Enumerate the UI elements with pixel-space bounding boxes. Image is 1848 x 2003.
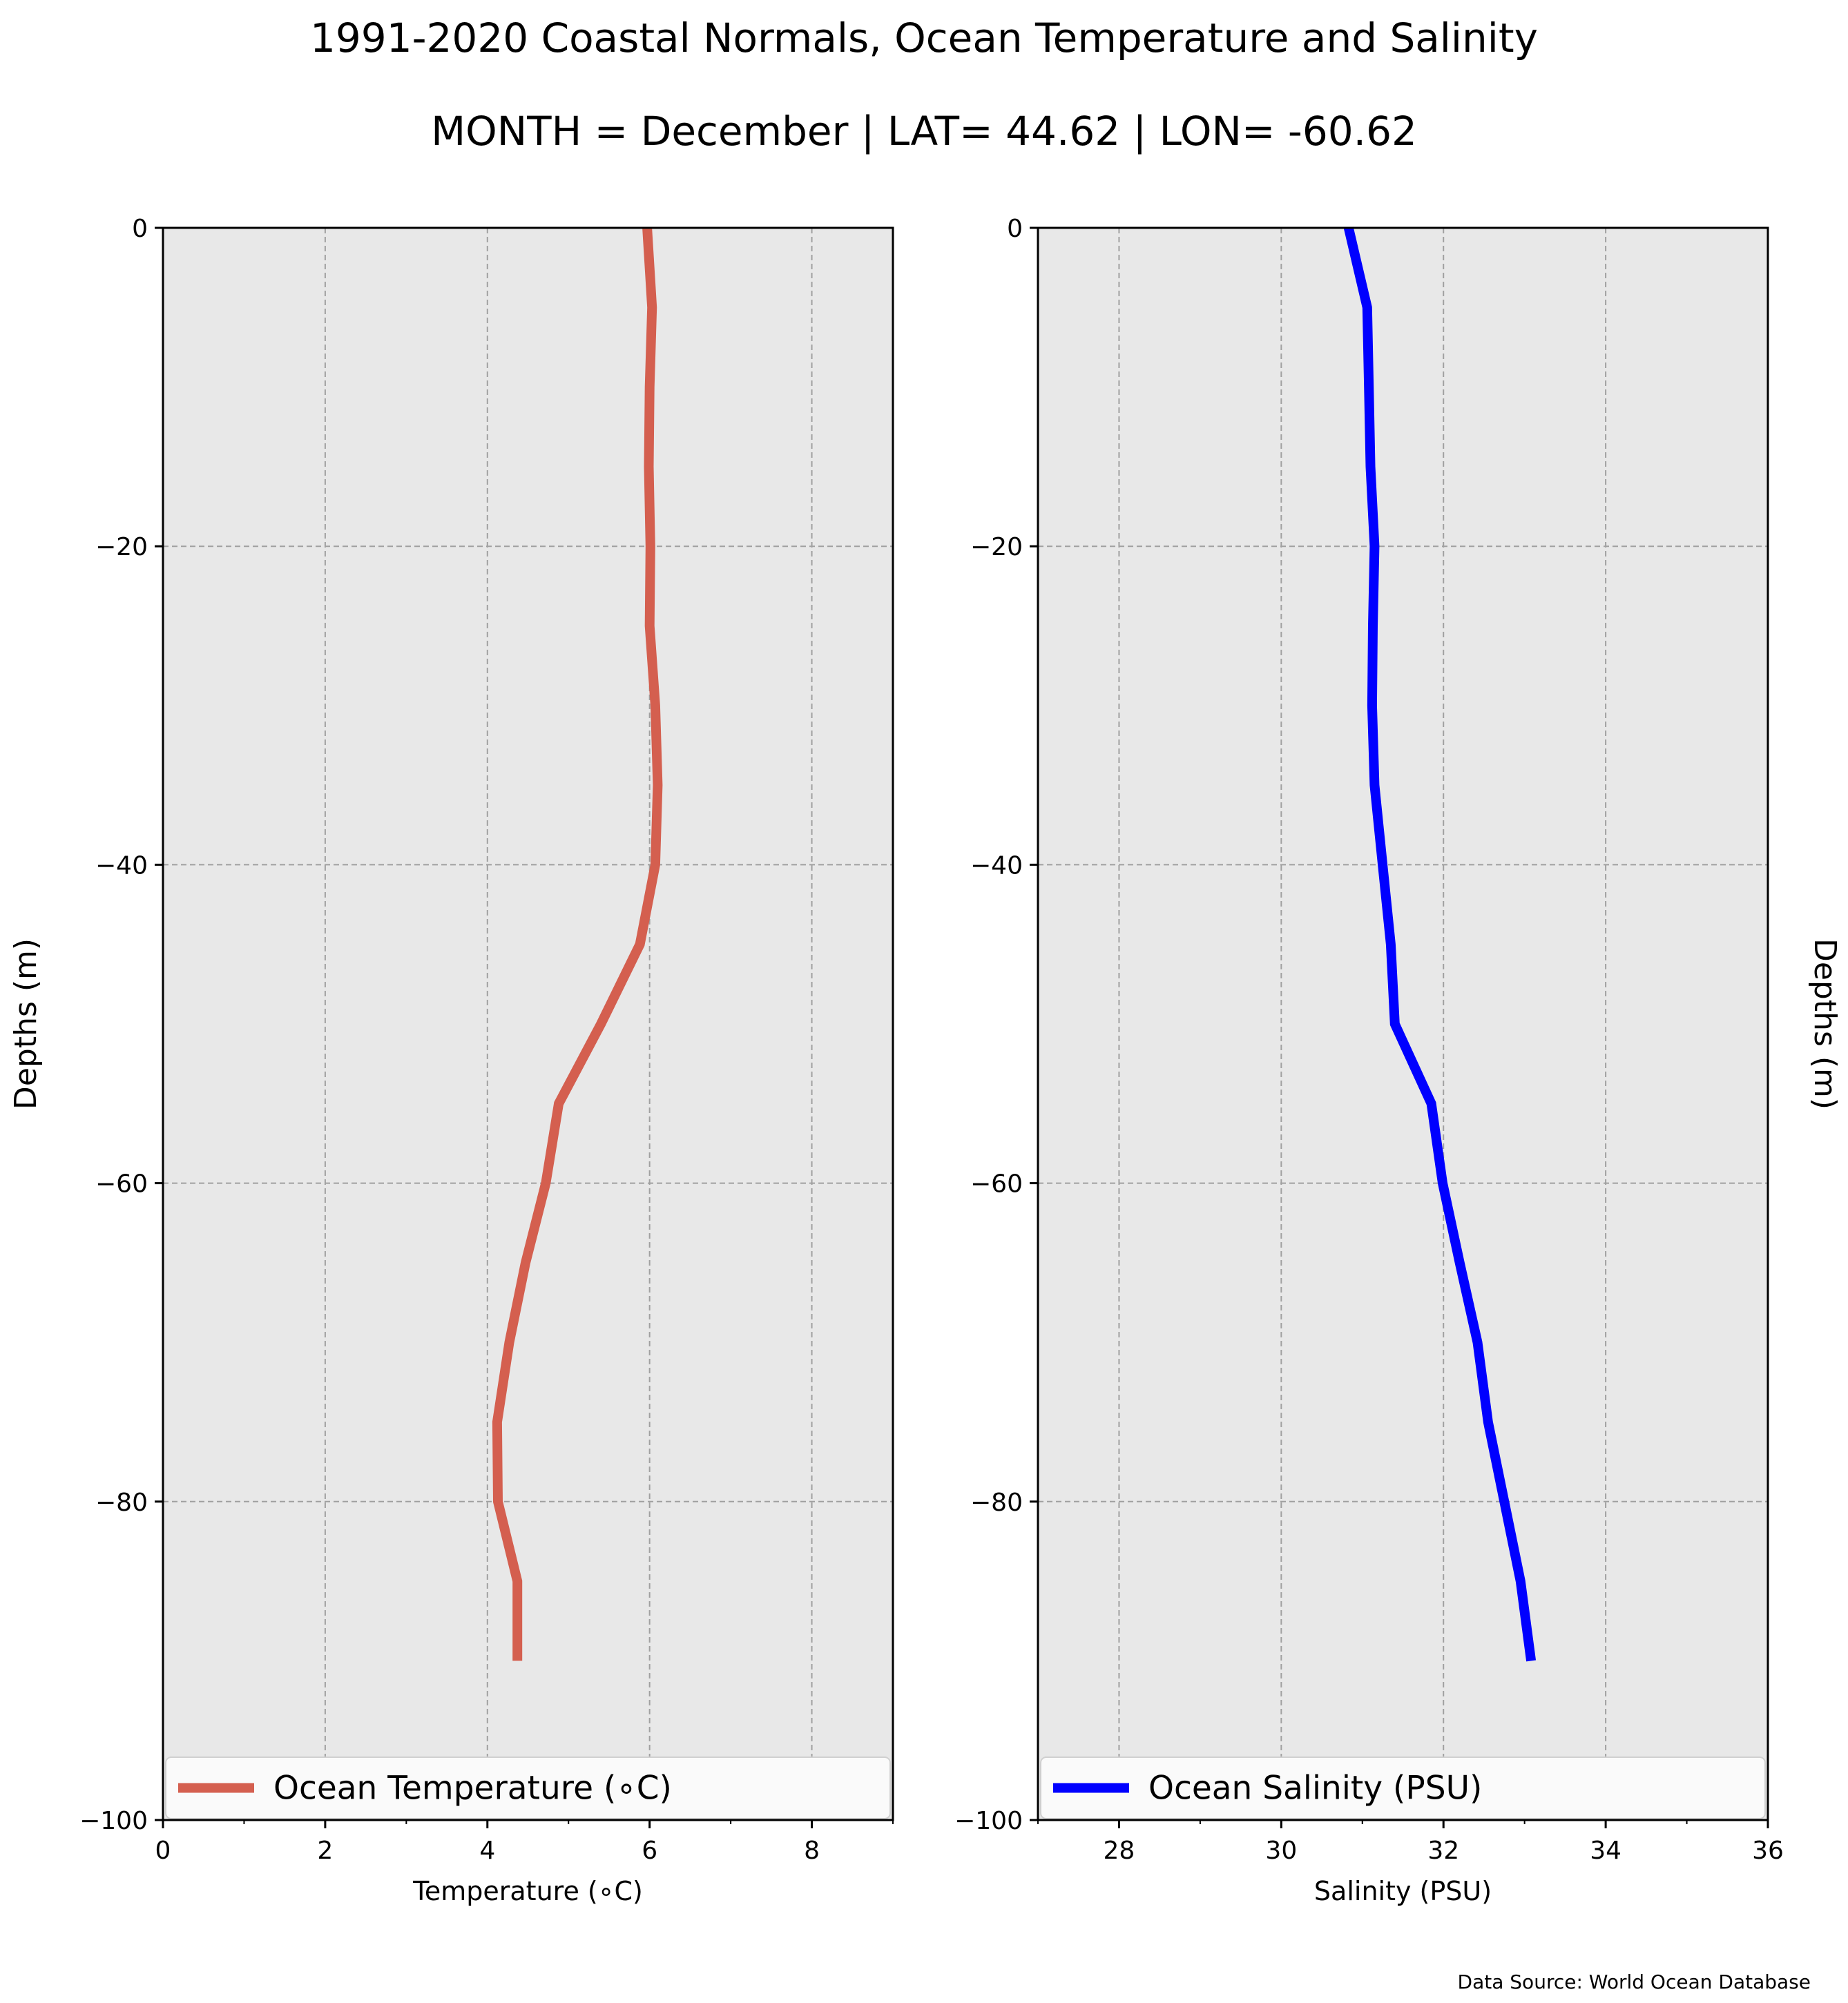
salinity-x-axis-label: Salinity (PSU) — [1314, 1876, 1492, 1906]
salinity-y-tick-label: −20 — [970, 533, 1023, 561]
temperature-y-tick-label: −80 — [95, 1489, 148, 1517]
salinity-panel: Ocean Salinity (PSU) 28 30 32 34 36 0 −20 −40 −60… — [954, 215, 1842, 1906]
salinity-legend-label: Ocean Salinity (PSU) — [1148, 1770, 1482, 1808]
salinity-series-line — [1343, 226, 1537, 1662]
figure-title: 1991-2020 Coastal Normals, Ocean Tempera… — [310, 14, 1538, 61]
salinity-y-tick-label: −80 — [970, 1489, 1023, 1517]
temperature-legend-label: Ocean Temperature (∘C) — [273, 1770, 672, 1808]
temperature-x-tick-label: 0 — [155, 1837, 171, 1865]
salinity-x-tick-label: 36 — [1752, 1837, 1784, 1865]
salinity-x-tick-label: 34 — [1590, 1837, 1621, 1865]
temperature-plot-area — [163, 228, 893, 1820]
temperature-x-tick-label: 8 — [804, 1837, 820, 1865]
source-note: Data Source: World Ocean Database — [1458, 1971, 1811, 1993]
temperature-x-tick-label: 6 — [642, 1837, 657, 1865]
salinity-y-tick-label: −40 — [970, 851, 1023, 880]
salinity-x-tick-label: 30 — [1265, 1837, 1297, 1865]
temperature-x-tick-label: 2 — [317, 1837, 333, 1865]
salinity-y-axis-label: Depths (m) — [1807, 938, 1842, 1110]
temperature-x-axis-label: Temperature (∘C) — [412, 1876, 643, 1906]
salinity-legend — [1040, 1757, 1766, 1819]
temperature-y-axis-label: Depths (m) — [8, 938, 44, 1110]
temperature-legend — [165, 1757, 891, 1819]
temperature-y-tick-label: −60 — [95, 1170, 148, 1199]
temperature-y-tick-label: −20 — [95, 533, 148, 561]
salinity-x-tick-label: 32 — [1427, 1837, 1459, 1865]
temperature-axes-frame — [162, 226, 894, 1821]
salinity-plot-area — [1038, 228, 1768, 1820]
temperature-y-tick-label: 0 — [132, 215, 148, 243]
salinity-axes-frame — [1037, 226, 1769, 1821]
temperature-panel: Ocean Temperature (∘C) 0 2 4 6 8 0 −20 −40 −60 −80… — [8, 215, 894, 1906]
salinity-y-tick-label: −60 — [970, 1170, 1023, 1199]
salinity-y-tick-label: −100 — [954, 1807, 1023, 1835]
figure-subtitle: MONTH = December | LAT= 44.62 | LON= -60… — [431, 108, 1417, 155]
temperature-y-tick-label: −40 — [95, 851, 148, 880]
temperature-x-tick-label: 4 — [479, 1837, 495, 1865]
salinity-x-tick-label: 28 — [1104, 1837, 1135, 1865]
temperature-y-tick-label: −100 — [79, 1807, 148, 1835]
salinity-y-tick-label: 0 — [1007, 215, 1023, 243]
temperature-series-line — [492, 227, 663, 1661]
